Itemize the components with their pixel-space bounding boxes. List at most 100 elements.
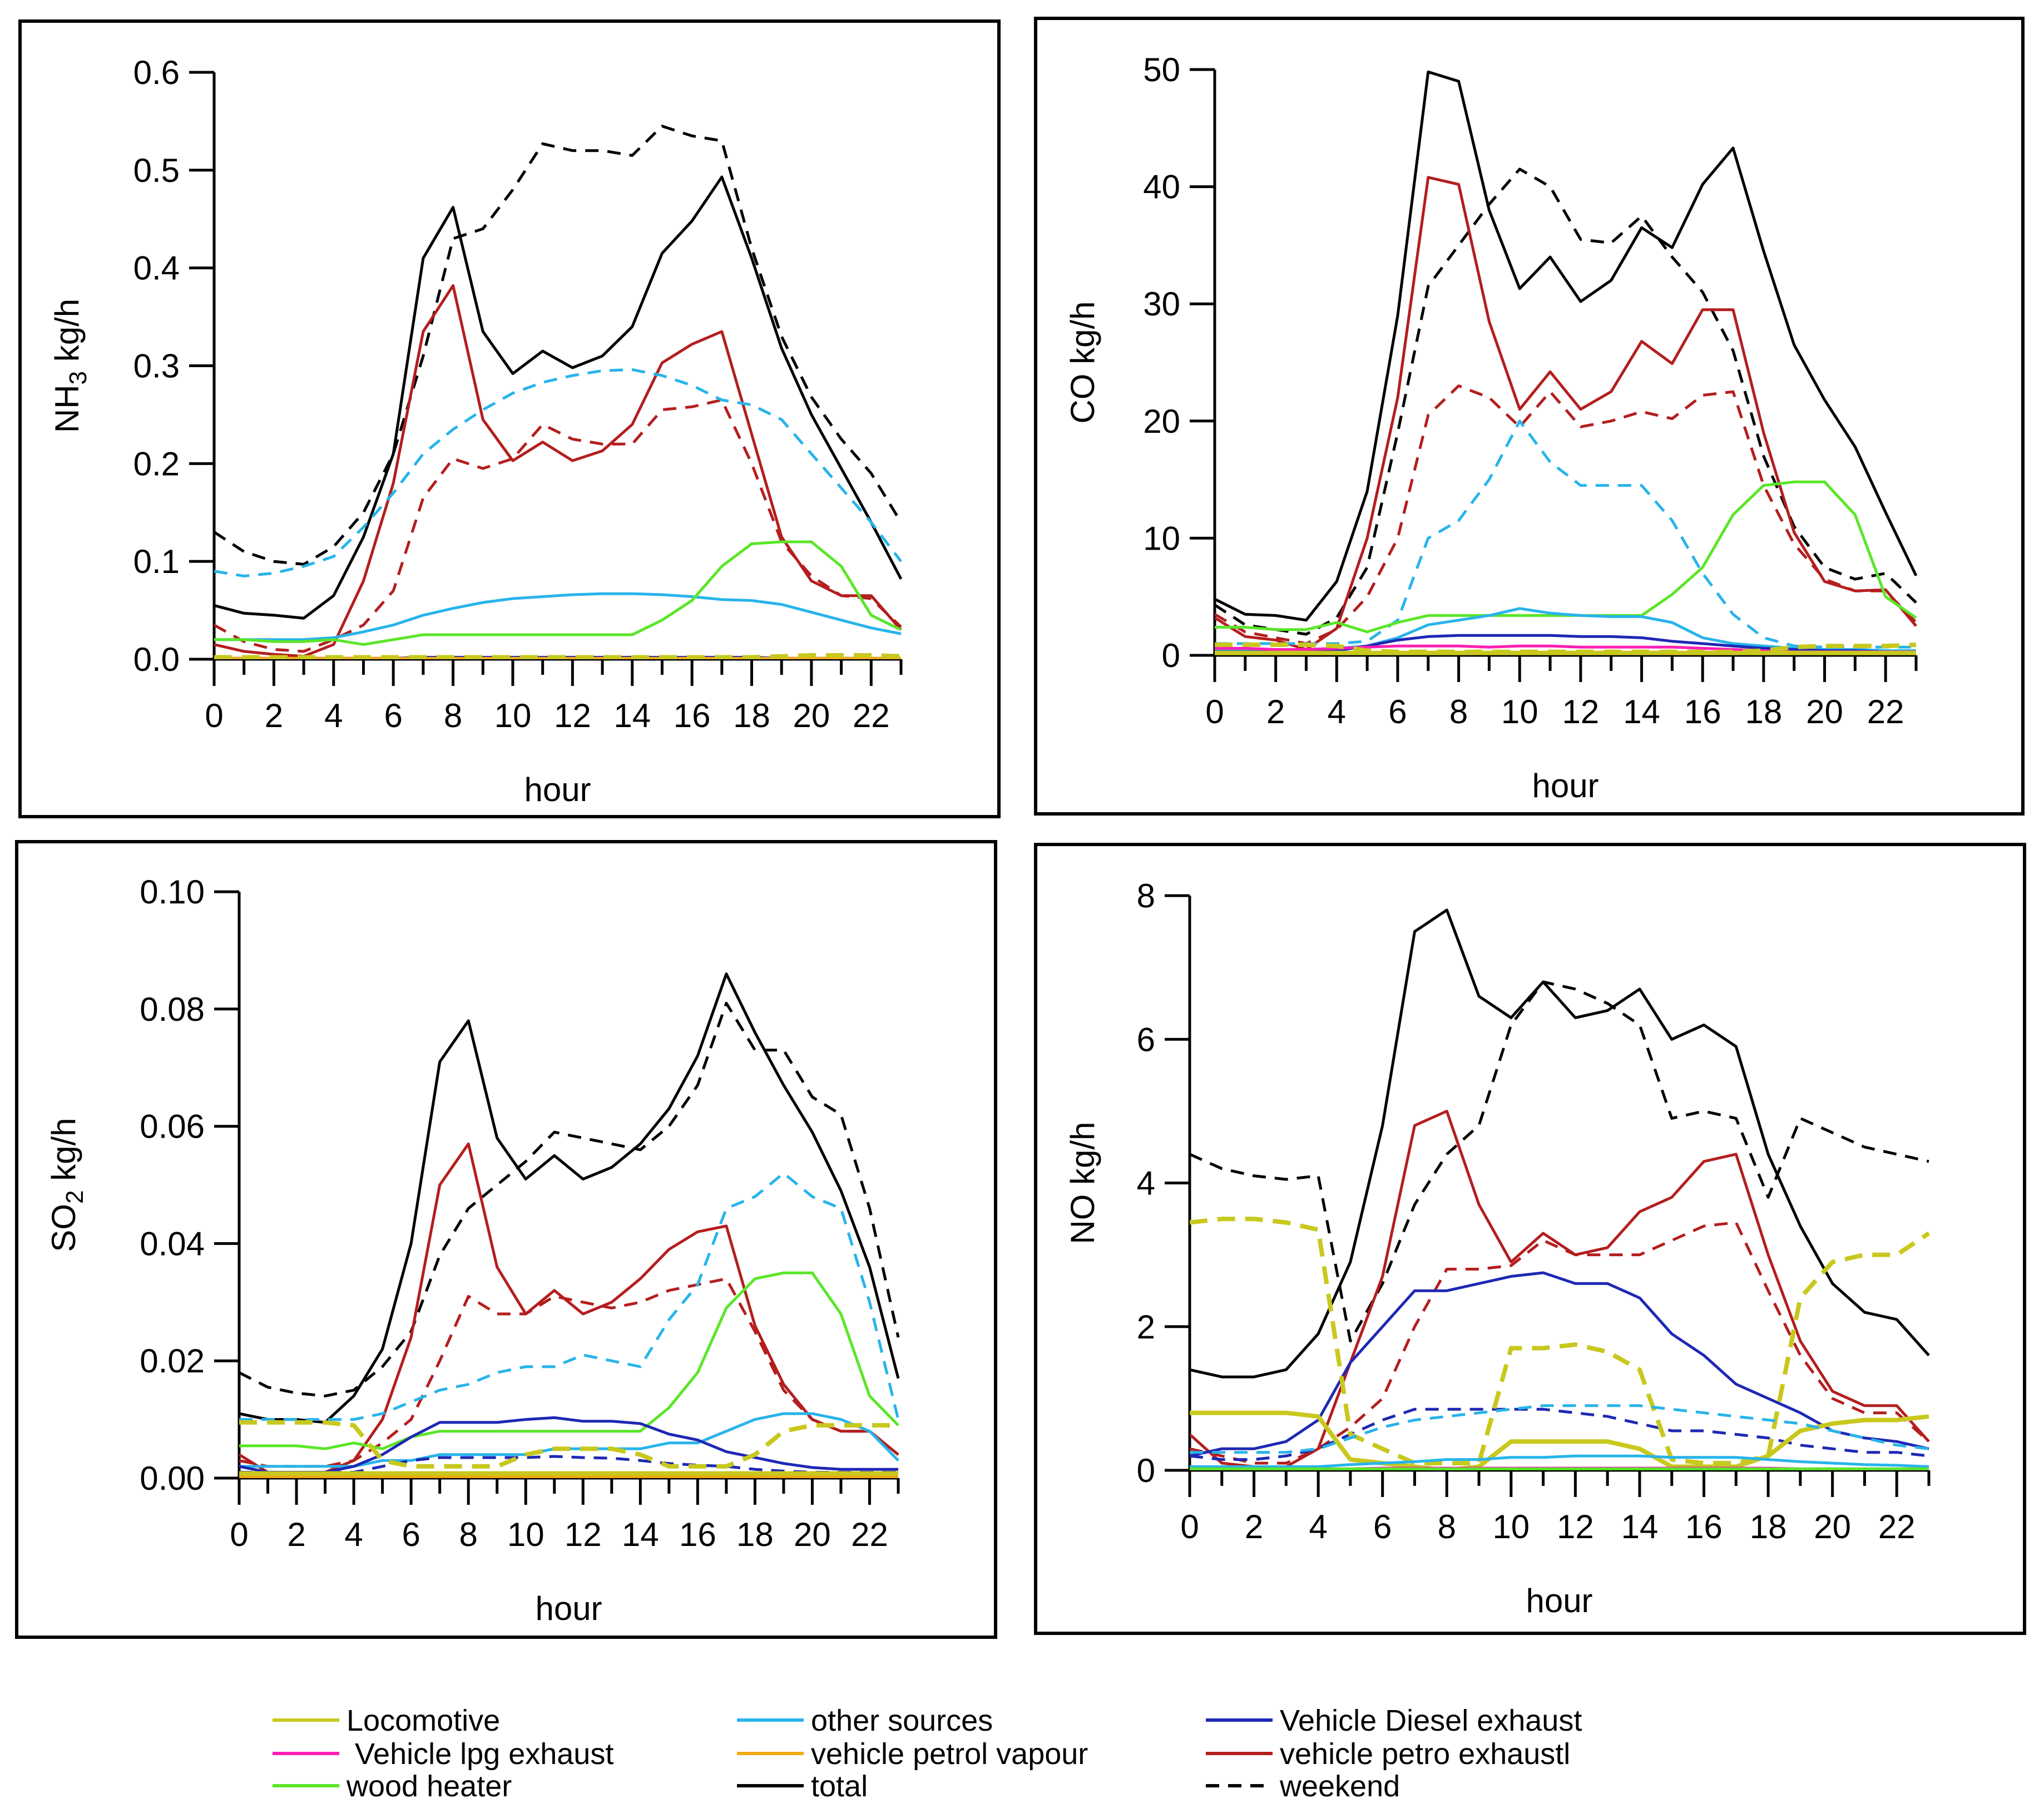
x-tick-label: 14 [613, 697, 651, 734]
x-tick-label: 4 [344, 1516, 363, 1553]
x-tick-label: 18 [1745, 693, 1782, 730]
x-axis-label: hour [1526, 1582, 1592, 1619]
x-tick-label: 0 [205, 697, 223, 734]
y-axis-label: CO kg/h [1064, 301, 1101, 423]
x-tick-label: 10 [1492, 1508, 1530, 1545]
x-tick-label: 8 [1449, 693, 1468, 730]
series-group [1190, 908, 1931, 1470]
x-tick-label: 12 [565, 1516, 602, 1553]
x-tick-label: 20 [1814, 1508, 1851, 1545]
x-tick-label: 10 [494, 697, 532, 734]
x-tick-label: 4 [1309, 1508, 1327, 1545]
x-tick-label: 14 [1621, 1508, 1659, 1545]
series-group [239, 972, 900, 1478]
x-tick-label: 22 [851, 1516, 888, 1553]
legend-label-weekend: weekend [1279, 1770, 1400, 1803]
x-tick-label: 0 [1205, 693, 1224, 730]
series-line-other-sources [1190, 1454, 1929, 1468]
x-tick-label: 22 [853, 697, 890, 734]
series-line-total [1190, 908, 1930, 1379]
x-tick-label: 0 [1180, 1508, 1199, 1545]
y-tick-label: 30 [1143, 285, 1180, 323]
y-tick-label: 0.6 [133, 54, 180, 91]
y-axis-label: NH3 kg/h [48, 299, 92, 433]
x-tick-label: 2 [1266, 693, 1285, 730]
y-tick-label: 0.04 [140, 1225, 205, 1262]
y-tick-label: 2 [1137, 1308, 1155, 1346]
y-tick-label: 0.2 [133, 445, 180, 482]
x-tick-label: 16 [674, 697, 711, 734]
series-line-vehicle-diesel-exhaust [1190, 1271, 1929, 1458]
panel-no: 0 2 4 6 8 0 2 4 6 8 10 12 14 16 18 20 22 hour NO kg/h [1034, 843, 2026, 1635]
panel-nh3: 0.0 0.1 0.2 0.3 0.4 0.5 0.6 0 2 4 6 8 10 12 14 16 18 20 22… [18, 19, 1001, 818]
x-tick-label: 20 [794, 1516, 831, 1553]
x-tick-label: 20 [793, 697, 830, 734]
legend-label-vapour: vehicle petrol vapour [811, 1737, 1088, 1771]
panel-co: 0 10 20 30 40 50 0 2 4 6 8 10 12 14 16 18 20 22 hour CO kg/… [1034, 17, 2025, 816]
series-line-other-sources [214, 592, 902, 641]
x-tick-label: 14 [1623, 693, 1660, 730]
series-line-wood-heater [239, 1271, 899, 1450]
series-line-other-sources-weekend [239, 1172, 900, 1421]
x-tick-label: 22 [1878, 1508, 1916, 1545]
series-group [1215, 70, 1918, 655]
x-tick-label: 2 [1245, 1508, 1263, 1545]
x-tick-label: 16 [679, 1516, 716, 1553]
series-line-vehicle-petro-exhaustl [1215, 176, 1917, 651]
series-line-vehicle-petro-exhaustl [239, 1142, 899, 1474]
x-tick-label: 22 [1867, 693, 1904, 730]
x-tick-label: 18 [1750, 1508, 1787, 1545]
series-line-wood-heater [214, 540, 902, 646]
y-tick-label: 10 [1143, 520, 1180, 557]
legend-label-wood: wood heater [346, 1770, 512, 1803]
x-tick-label: 20 [1806, 693, 1843, 730]
series-line-locomotive [1190, 1410, 1929, 1470]
series-line-total-weekend [1215, 167, 1917, 636]
series-line-vehicle-petro-exhaustl [1190, 1109, 1930, 1468]
x-tick-label: 6 [1373, 1508, 1392, 1545]
legend-label-petrol: vehicle petro exhaustl [1280, 1737, 1570, 1771]
legend-label-loco: Locomotive [347, 1704, 500, 1737]
y-tick-label: 0.4 [133, 250, 180, 287]
x-axis-label: hour [524, 771, 591, 808]
series-line-vehicle-petro-exhaustl-weekend [214, 398, 902, 653]
panel-frame [1034, 843, 2026, 1635]
y-tick-label: 20 [1143, 403, 1180, 440]
legend-label-total: total [811, 1770, 868, 1803]
series-line-vehicle-diesel-exhaust [239, 1416, 898, 1474]
x-tick-label: 8 [1438, 1508, 1456, 1545]
series-line-locomotive-weekend [1190, 1217, 1931, 1466]
x-tick-label: 16 [1684, 693, 1721, 730]
x-tick-label: 16 [1685, 1508, 1723, 1545]
series-line-total-weekend [239, 1001, 900, 1397]
series-line-vehicle-diesel-exhaust-weekend [1190, 1407, 1929, 1461]
y-tick-label: 0 [1137, 1452, 1155, 1489]
x-tick-label: 18 [736, 1516, 774, 1553]
y-tick-label: 0.0 [133, 641, 180, 678]
y-tick-label: 0.06 [140, 1108, 205, 1145]
x-tick-label: 4 [1328, 693, 1346, 730]
y-tick-label: 40 [1143, 169, 1180, 206]
y-tick-label: 50 [1143, 51, 1180, 88]
x-tick-label: 2 [287, 1516, 305, 1553]
series-line-other-sources-weekend [214, 368, 902, 577]
x-tick-label: 8 [444, 697, 462, 734]
series-line-total-weekend [214, 125, 903, 566]
y-tick-label: 0.3 [133, 348, 180, 385]
y-tick-label: 0.00 [140, 1460, 205, 1497]
panel-frame [18, 19, 1001, 818]
x-tick-label: 10 [1501, 693, 1538, 730]
series-line-vehicle-petro-exhaustl [214, 284, 902, 658]
x-tick-label: 12 [554, 697, 591, 734]
y-tick-label: 4 [1137, 1165, 1155, 1202]
x-tick-label: 18 [733, 697, 770, 734]
y-tick-label: 8 [1137, 877, 1155, 915]
x-tick-label: 6 [384, 697, 402, 734]
y-axis-label: NO kg/h [1064, 1122, 1101, 1244]
x-tick-label: 0 [230, 1516, 248, 1553]
y-tick-label: 0.02 [140, 1342, 205, 1380]
series-line-total [239, 972, 900, 1424]
x-tick-label: 4 [324, 697, 343, 734]
